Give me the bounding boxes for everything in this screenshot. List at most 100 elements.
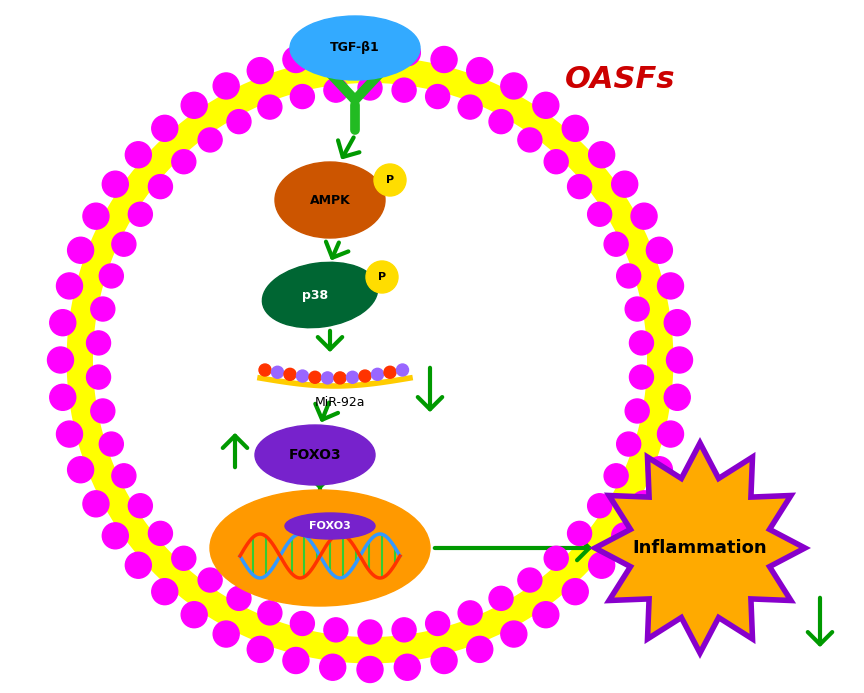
- Circle shape: [290, 611, 314, 635]
- Circle shape: [149, 521, 173, 545]
- Circle shape: [626, 297, 649, 321]
- Circle shape: [86, 365, 111, 389]
- Circle shape: [501, 621, 527, 647]
- Text: p38: p38: [302, 288, 328, 301]
- Circle shape: [394, 654, 420, 681]
- Circle shape: [271, 367, 283, 378]
- Text: P: P: [386, 175, 394, 185]
- Circle shape: [501, 73, 527, 99]
- Circle shape: [631, 491, 657, 517]
- Circle shape: [213, 621, 239, 647]
- Text: FOXO3: FOXO3: [309, 521, 351, 531]
- Circle shape: [247, 58, 273, 84]
- Circle shape: [56, 421, 82, 447]
- Circle shape: [257, 601, 282, 625]
- Circle shape: [617, 432, 641, 456]
- Circle shape: [394, 40, 420, 66]
- Ellipse shape: [290, 16, 420, 80]
- Circle shape: [426, 611, 449, 635]
- Circle shape: [152, 579, 178, 605]
- Circle shape: [91, 399, 115, 423]
- Circle shape: [283, 647, 309, 674]
- Circle shape: [630, 331, 653, 355]
- Circle shape: [296, 370, 308, 382]
- Circle shape: [247, 636, 273, 663]
- Ellipse shape: [275, 162, 385, 238]
- Circle shape: [324, 618, 348, 642]
- Circle shape: [83, 491, 109, 517]
- Circle shape: [658, 273, 683, 299]
- Circle shape: [612, 523, 638, 549]
- Circle shape: [467, 636, 492, 663]
- Circle shape: [86, 331, 111, 355]
- Circle shape: [588, 142, 614, 168]
- Circle shape: [562, 579, 588, 605]
- Circle shape: [257, 95, 282, 119]
- Circle shape: [111, 464, 136, 488]
- Circle shape: [213, 73, 239, 99]
- Circle shape: [604, 464, 628, 488]
- Text: TGF-β1: TGF-β1: [330, 42, 380, 55]
- Circle shape: [626, 399, 649, 423]
- Circle shape: [518, 128, 542, 152]
- Circle shape: [67, 457, 93, 483]
- Circle shape: [67, 237, 93, 263]
- Text: FOXO3: FOXO3: [289, 448, 341, 462]
- Circle shape: [129, 202, 152, 226]
- Circle shape: [489, 109, 513, 134]
- Circle shape: [612, 171, 638, 198]
- Circle shape: [658, 421, 683, 447]
- Circle shape: [172, 546, 196, 570]
- Polygon shape: [595, 443, 805, 653]
- Circle shape: [374, 164, 406, 196]
- Circle shape: [431, 46, 457, 73]
- Ellipse shape: [210, 490, 430, 606]
- Circle shape: [102, 171, 128, 198]
- Circle shape: [129, 493, 152, 518]
- Circle shape: [284, 368, 296, 380]
- Circle shape: [426, 85, 449, 109]
- Circle shape: [358, 620, 382, 644]
- Circle shape: [431, 647, 457, 674]
- Circle shape: [198, 128, 222, 152]
- Circle shape: [646, 237, 672, 263]
- Circle shape: [259, 364, 271, 376]
- Circle shape: [50, 310, 76, 335]
- Circle shape: [533, 602, 559, 628]
- Circle shape: [227, 109, 251, 134]
- Ellipse shape: [255, 425, 375, 485]
- Text: OASFs: OASFs: [565, 66, 676, 94]
- Circle shape: [125, 142, 151, 168]
- Circle shape: [588, 493, 612, 518]
- Circle shape: [518, 568, 542, 592]
- Circle shape: [324, 78, 348, 102]
- Circle shape: [321, 372, 334, 384]
- Circle shape: [646, 457, 672, 483]
- Circle shape: [334, 372, 346, 384]
- Circle shape: [631, 203, 657, 229]
- Circle shape: [357, 656, 383, 683]
- Circle shape: [458, 601, 482, 625]
- Circle shape: [467, 58, 492, 84]
- Circle shape: [357, 37, 383, 64]
- Circle shape: [372, 368, 384, 380]
- Circle shape: [384, 367, 396, 378]
- Circle shape: [544, 150, 569, 174]
- Circle shape: [111, 232, 136, 256]
- Circle shape: [346, 371, 359, 383]
- Circle shape: [588, 202, 612, 226]
- Circle shape: [99, 432, 124, 456]
- Circle shape: [290, 85, 314, 109]
- Circle shape: [320, 654, 346, 681]
- Circle shape: [489, 586, 513, 611]
- Text: AMPK: AMPK: [309, 193, 351, 207]
- Text: P: P: [378, 272, 386, 282]
- Circle shape: [181, 602, 207, 628]
- Circle shape: [397, 364, 409, 376]
- Text: Inflammation: Inflammation: [632, 539, 767, 557]
- Circle shape: [588, 552, 614, 578]
- Circle shape: [99, 264, 124, 288]
- Circle shape: [392, 618, 416, 642]
- Circle shape: [664, 385, 690, 410]
- Circle shape: [56, 273, 82, 299]
